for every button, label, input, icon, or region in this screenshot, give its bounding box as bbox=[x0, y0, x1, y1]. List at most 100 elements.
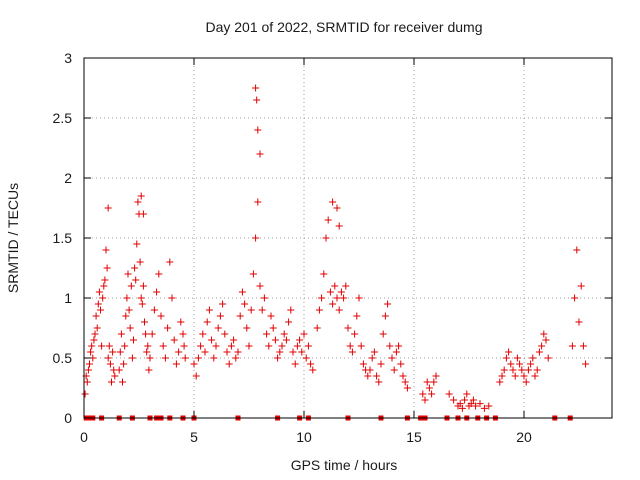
data-point bbox=[161, 354, 169, 362]
data-point bbox=[98, 342, 106, 350]
data-point bbox=[267, 312, 275, 320]
data-point bbox=[265, 342, 273, 350]
data-point bbox=[353, 312, 361, 320]
data-point bbox=[194, 354, 202, 362]
x-tick-label: 10 bbox=[296, 429, 312, 445]
data-point bbox=[432, 372, 440, 380]
data-point bbox=[538, 342, 546, 350]
data-point bbox=[181, 354, 189, 362]
data-point bbox=[125, 306, 133, 314]
x-tick-label: 5 bbox=[190, 429, 198, 445]
data-point bbox=[197, 342, 205, 350]
data-point bbox=[126, 324, 134, 332]
data-point bbox=[203, 318, 211, 326]
data-point bbox=[104, 204, 112, 212]
data-point bbox=[571, 294, 579, 302]
data-point bbox=[315, 306, 323, 314]
data-point bbox=[253, 96, 261, 104]
data-point bbox=[81, 390, 89, 398]
data-point bbox=[238, 288, 246, 296]
data-point bbox=[243, 324, 251, 332]
x-tick-label: 0 bbox=[80, 429, 88, 445]
data-point bbox=[212, 342, 220, 350]
data-point bbox=[388, 354, 396, 362]
data-point bbox=[309, 366, 317, 374]
data-point bbox=[168, 294, 176, 302]
data-point bbox=[247, 306, 255, 314]
data-point bbox=[132, 276, 140, 284]
data-point bbox=[579, 342, 587, 350]
data-point bbox=[513, 354, 521, 362]
data-point bbox=[157, 312, 165, 320]
data-point bbox=[533, 366, 541, 374]
data-point bbox=[302, 354, 310, 362]
data-point bbox=[331, 282, 339, 290]
data-point bbox=[91, 330, 99, 338]
x-tick-label: 20 bbox=[516, 429, 532, 445]
data-point bbox=[214, 324, 222, 332]
data-point bbox=[320, 270, 328, 278]
ticks-layer: 0 0.5 1 1.5 2 2.5 3 0 5 10 15 20 bbox=[53, 50, 612, 445]
data-point bbox=[351, 330, 359, 338]
data-point bbox=[531, 372, 539, 380]
data-point bbox=[496, 378, 504, 386]
data-point bbox=[159, 342, 167, 350]
data-point bbox=[111, 372, 119, 380]
data-point bbox=[507, 360, 515, 368]
chart-title: Day 201 of 2022, SRMTID for receiver dum… bbox=[205, 19, 482, 35]
data-point bbox=[106, 360, 114, 368]
data-point bbox=[285, 318, 293, 326]
data-point bbox=[335, 306, 343, 314]
data-point bbox=[364, 372, 372, 380]
data-point bbox=[223, 348, 231, 356]
y-tick-label: 0 bbox=[64, 410, 72, 426]
data-point bbox=[381, 312, 389, 320]
data-point bbox=[175, 348, 183, 356]
data-point bbox=[245, 342, 253, 350]
data-point bbox=[344, 324, 352, 332]
data-point bbox=[582, 360, 590, 368]
data-point bbox=[232, 354, 240, 362]
data-point bbox=[540, 330, 548, 338]
data-point bbox=[461, 396, 469, 404]
data-point bbox=[476, 400, 484, 408]
data-point bbox=[282, 336, 290, 344]
data-point bbox=[105, 342, 113, 350]
data-point bbox=[148, 330, 156, 338]
data-point bbox=[199, 330, 207, 338]
data-point bbox=[577, 282, 585, 290]
data-point bbox=[472, 402, 480, 410]
data-point bbox=[386, 342, 394, 350]
data-point bbox=[263, 330, 271, 338]
data-point bbox=[375, 378, 383, 386]
data-point bbox=[137, 294, 145, 302]
data-point bbox=[143, 348, 151, 356]
y-tick-label: 2 bbox=[64, 170, 72, 186]
data-point bbox=[121, 342, 129, 350]
data-point bbox=[260, 294, 268, 302]
data-point bbox=[150, 306, 158, 314]
data-point bbox=[366, 366, 374, 374]
data-point bbox=[128, 354, 136, 362]
data-point bbox=[136, 258, 144, 266]
y-tick-label: 3 bbox=[64, 50, 72, 66]
data-point bbox=[502, 354, 510, 362]
data-point bbox=[509, 366, 517, 374]
data-point bbox=[456, 400, 464, 408]
data-point bbox=[291, 360, 299, 368]
data-point bbox=[518, 366, 526, 374]
data-point bbox=[146, 354, 154, 362]
data-point bbox=[252, 234, 260, 242]
data-point bbox=[94, 300, 102, 308]
data-point bbox=[329, 300, 337, 308]
data-point bbox=[516, 360, 524, 368]
data-point bbox=[97, 306, 104, 314]
data-point bbox=[84, 366, 92, 374]
data-point bbox=[428, 390, 436, 398]
data-point bbox=[403, 384, 411, 392]
data-point bbox=[333, 204, 341, 212]
data-point bbox=[139, 282, 147, 290]
data-point bbox=[359, 360, 367, 368]
data-point bbox=[278, 342, 286, 350]
